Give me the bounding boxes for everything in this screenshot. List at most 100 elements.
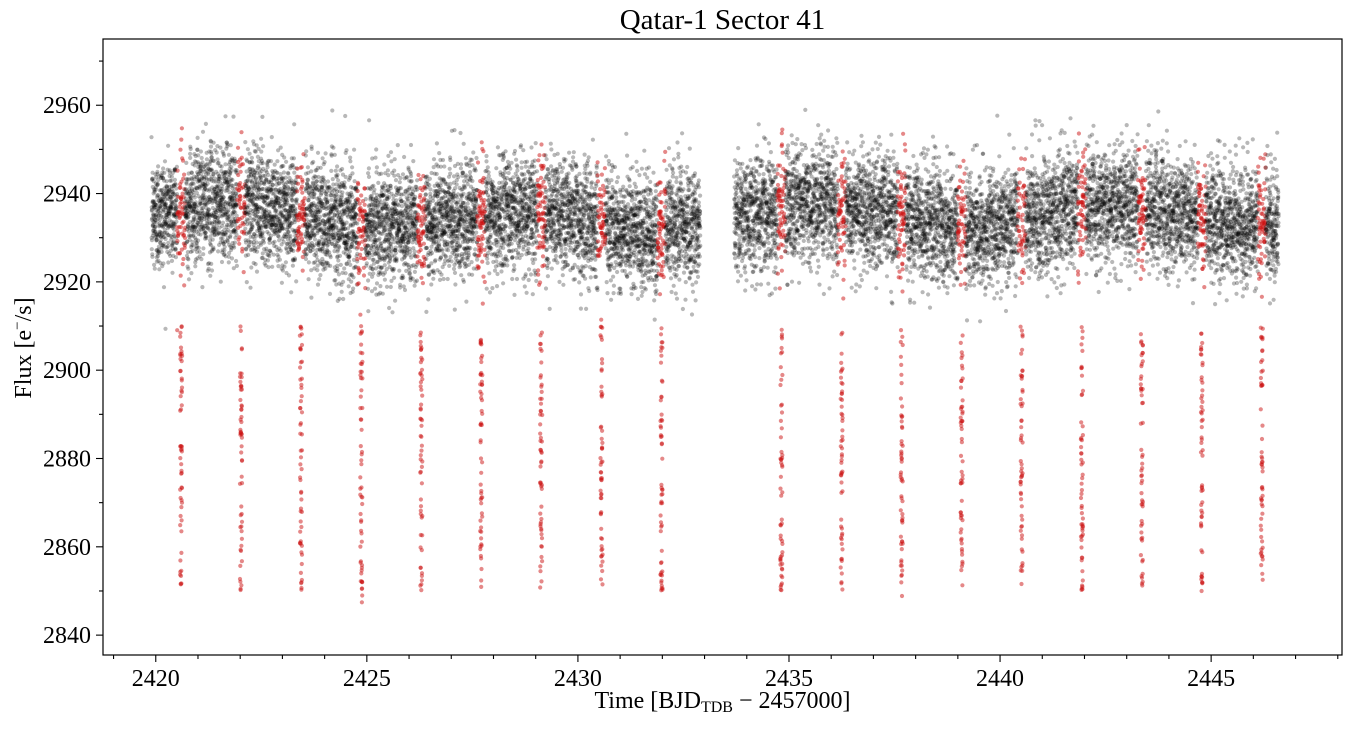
data-point-black <box>156 198 161 203</box>
data-point-black <box>514 190 519 195</box>
data-point-black <box>270 264 275 269</box>
data-point-black <box>399 204 405 209</box>
data-point-black <box>474 230 479 235</box>
data-point-black <box>455 248 460 253</box>
data-point-black <box>492 185 497 190</box>
data-point-black <box>379 171 384 176</box>
data-point-black <box>351 286 356 291</box>
data-point-black <box>171 220 176 225</box>
data-point-black <box>218 279 223 284</box>
data-point-black <box>157 232 162 237</box>
data-point-black <box>157 195 162 200</box>
data-point-black <box>514 276 520 282</box>
data-point-black <box>154 255 159 260</box>
data-point-black <box>186 266 191 271</box>
data-point-black <box>281 170 287 175</box>
data-point-black <box>199 155 204 161</box>
data-point-black <box>340 166 345 172</box>
data-point-black <box>153 224 158 229</box>
data-point-black <box>323 151 328 156</box>
data-point-black <box>157 188 162 193</box>
data-point-black <box>184 181 189 186</box>
data-point-black <box>161 166 166 171</box>
data-point-black <box>466 253 471 258</box>
data-point-black <box>498 232 504 237</box>
data-point-red <box>297 245 302 251</box>
data-point-black <box>171 213 176 219</box>
data-point-black <box>515 164 520 169</box>
data-point-black <box>312 191 317 196</box>
data-point-black <box>409 179 414 184</box>
data-point-black <box>427 183 432 188</box>
data-point-black <box>490 286 495 291</box>
data-point-black <box>163 202 168 207</box>
data-point-black <box>265 258 270 263</box>
data-point-black <box>168 205 173 210</box>
data-point-black <box>196 153 201 158</box>
data-point-black <box>333 278 338 283</box>
data-point-black <box>150 176 155 181</box>
data-point-black <box>487 271 492 276</box>
data-point-black <box>162 203 167 208</box>
data-point-black <box>153 215 159 220</box>
data-point-black <box>164 212 169 218</box>
data-point-red <box>480 259 485 264</box>
data-point-black <box>167 188 172 193</box>
data-point-red <box>240 162 245 167</box>
data-point-black <box>168 195 173 200</box>
data-point-black <box>168 178 173 183</box>
data-point-black <box>442 164 447 169</box>
data-point-black <box>411 159 416 164</box>
data-point-black <box>243 140 248 145</box>
data-point-red <box>362 202 367 207</box>
data-point-black <box>171 239 176 244</box>
data-point-black <box>371 257 376 262</box>
data-point-black <box>162 219 167 224</box>
data-point-black <box>332 152 337 157</box>
data-point-black <box>434 171 439 177</box>
data-point-black <box>153 213 158 218</box>
data-point-black <box>518 143 524 148</box>
data-point-black <box>162 186 167 191</box>
data-point-red <box>421 241 426 246</box>
data-point-black <box>171 206 176 211</box>
data-point-black <box>447 263 452 268</box>
data-point-black <box>172 234 177 239</box>
data-point-black <box>517 245 522 250</box>
data-point-black <box>159 188 164 193</box>
data-point-black <box>168 222 173 227</box>
data-point-black <box>201 246 206 251</box>
data-point-black <box>156 164 161 169</box>
data-point-black <box>159 175 164 180</box>
data-point-black <box>309 295 314 300</box>
data-point-black <box>394 198 399 203</box>
data-point-black <box>336 178 341 183</box>
data-point-black <box>186 277 192 282</box>
data-point-black <box>246 203 251 208</box>
data-point-black <box>397 180 402 185</box>
data-point-black <box>282 264 287 269</box>
data-point-black <box>226 152 231 157</box>
data-point-black <box>157 223 162 228</box>
data-point-black <box>265 195 270 200</box>
data-point-black <box>315 268 320 273</box>
data-point-black <box>229 256 235 261</box>
data-point-black <box>159 203 164 208</box>
data-point-black <box>155 195 160 200</box>
data-point-black <box>350 194 355 199</box>
data-point-black <box>188 155 193 160</box>
data-point-black <box>385 168 390 173</box>
data-point-black <box>159 188 164 193</box>
data-point-black <box>374 147 379 152</box>
data-point-black <box>327 291 333 296</box>
data-point-black <box>216 249 221 254</box>
data-point-black <box>161 194 167 200</box>
data-point-black <box>151 205 157 210</box>
data-point-black <box>505 258 510 263</box>
data-point-black <box>334 224 339 229</box>
data-point-black <box>464 299 469 304</box>
data-point-black <box>325 179 331 184</box>
data-point-black <box>347 254 352 259</box>
data-point-black <box>158 240 163 245</box>
data-point-red <box>356 197 361 203</box>
